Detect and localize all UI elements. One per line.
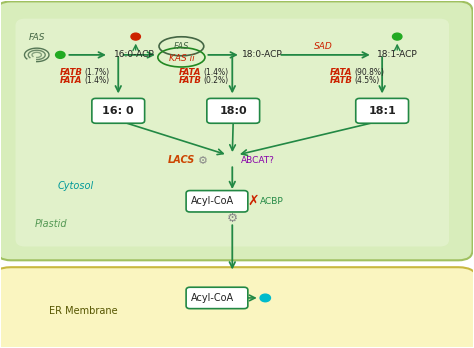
- Text: 18:0-ACP: 18:0-ACP: [242, 50, 283, 59]
- Text: SAD: SAD: [314, 42, 333, 51]
- Text: ER Membrane: ER Membrane: [48, 306, 117, 316]
- Text: FATA: FATA: [330, 68, 353, 77]
- Text: (1.7%): (1.7%): [84, 68, 109, 77]
- Text: 18:0: 18:0: [219, 106, 247, 116]
- Text: FATB: FATB: [179, 76, 201, 85]
- Text: 16: 0: 16: 0: [102, 106, 134, 116]
- Text: ✗: ✗: [247, 194, 258, 208]
- Text: (1.4%): (1.4%): [84, 76, 109, 85]
- FancyBboxPatch shape: [356, 98, 409, 123]
- Text: KAS ii: KAS ii: [169, 54, 194, 63]
- Text: 16:0-ACP: 16:0-ACP: [114, 50, 155, 59]
- FancyBboxPatch shape: [0, 1, 473, 260]
- Circle shape: [260, 294, 271, 302]
- FancyBboxPatch shape: [0, 267, 474, 348]
- Text: 18:1-ACP: 18:1-ACP: [376, 50, 417, 59]
- Text: (0.2%): (0.2%): [203, 76, 228, 85]
- FancyBboxPatch shape: [186, 287, 248, 309]
- Text: (90.8%): (90.8%): [355, 68, 385, 77]
- Circle shape: [131, 33, 140, 40]
- Text: FAS: FAS: [28, 33, 45, 42]
- Text: Cytosol: Cytosol: [58, 181, 94, 191]
- Circle shape: [392, 33, 402, 40]
- Text: ⚙: ⚙: [227, 212, 238, 226]
- Text: FAS: FAS: [173, 42, 189, 51]
- Text: (1.4%): (1.4%): [203, 68, 228, 77]
- Text: (4.5%): (4.5%): [355, 76, 380, 85]
- Text: ABCAT?: ABCAT?: [241, 156, 274, 165]
- Text: ⚙: ⚙: [198, 156, 208, 166]
- FancyBboxPatch shape: [186, 191, 248, 212]
- Text: Acyl-CoA: Acyl-CoA: [191, 196, 234, 206]
- Text: Acyl-CoA: Acyl-CoA: [191, 293, 234, 303]
- Text: FATA: FATA: [179, 68, 201, 77]
- FancyBboxPatch shape: [207, 98, 260, 123]
- FancyBboxPatch shape: [16, 19, 449, 246]
- Text: FATB: FATB: [59, 68, 82, 77]
- Text: Plastid: Plastid: [35, 219, 67, 229]
- Text: FATA: FATA: [60, 76, 82, 85]
- Text: 18:1: 18:1: [368, 106, 396, 116]
- Text: ACBP: ACBP: [260, 197, 283, 206]
- FancyBboxPatch shape: [92, 98, 145, 123]
- Text: LACS: LACS: [168, 155, 196, 165]
- Circle shape: [55, 52, 65, 58]
- Text: FATB: FATB: [329, 76, 353, 85]
